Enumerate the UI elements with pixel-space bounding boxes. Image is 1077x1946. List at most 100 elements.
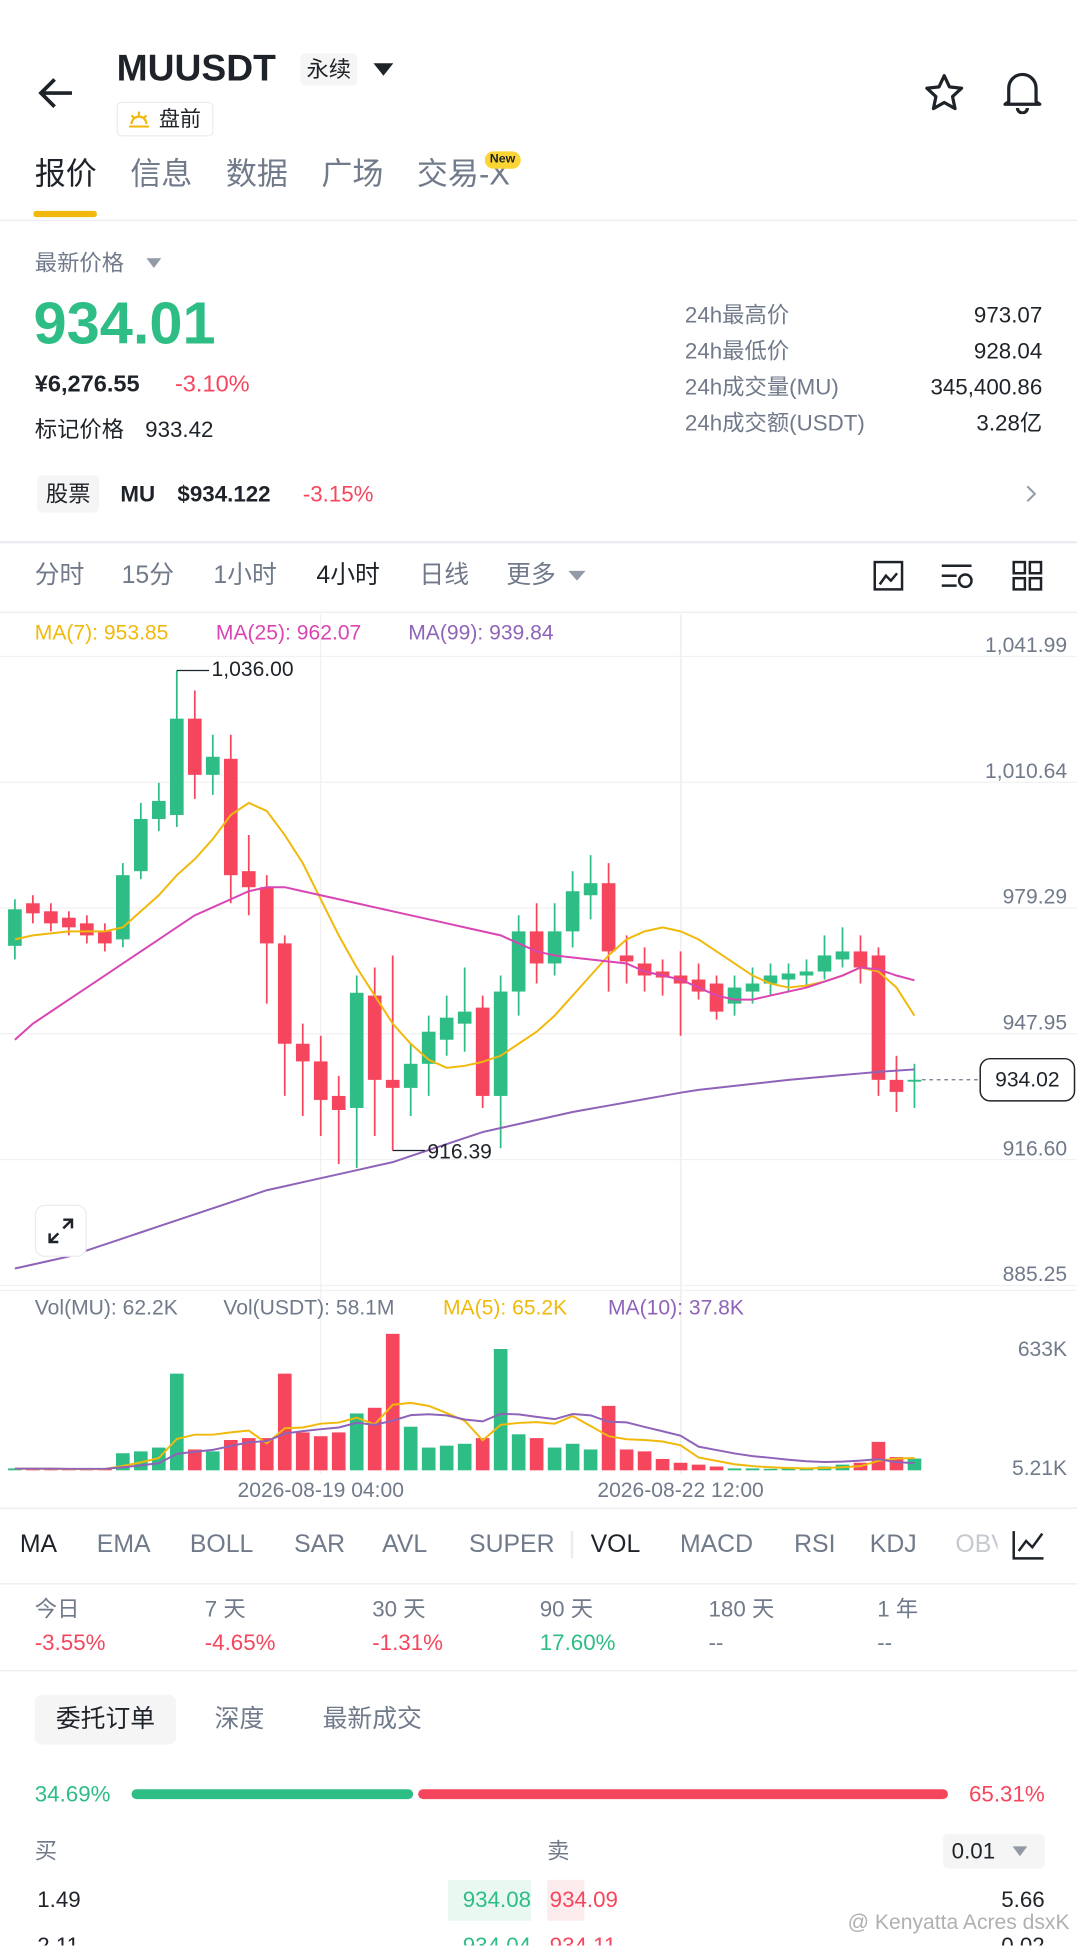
ma-line [14,1401,915,1470]
candle-body [709,983,724,1012]
period-label: 90 天 [539,1596,594,1622]
divider [0,540,1077,544]
candle-body [835,951,850,960]
interval[interactable]: 1小时 [213,562,277,590]
indicator-tab[interactable]: EMA [96,1531,151,1559]
tab[interactable]: 信息 [130,156,193,192]
divider [0,1583,1077,1585]
cny-price: ¥6,276.55 [34,371,140,398]
dropdown-arrow[interactable] [146,258,162,269]
x-tick-label: 2026-08-22 12:00 [597,1479,763,1502]
bid-price: 934.04 [462,1933,532,1946]
candle-body [907,1079,922,1082]
back-button[interactable] [37,74,77,111]
candle-body [511,931,526,992]
chart-type-icon[interactable] [872,560,904,592]
session-badge: 盘前 [116,101,214,137]
watermark: @ Kenyatta Acres dsxK [847,1910,1070,1934]
buy-ratio-bar [131,1789,414,1800]
candle-body [367,995,382,1080]
dropdown-arrow[interactable] [372,62,394,77]
price-label: 最新价格 [34,250,125,276]
indicator-tab[interactable]: KDJ [869,1531,917,1559]
indicator-tab[interactable]: RSI [794,1531,836,1559]
volume-bar [727,1468,742,1471]
interval[interactable]: 15分 [121,562,175,590]
volume-bar [259,1438,274,1471]
candle-body [8,909,22,946]
layout-icon[interactable] [1011,560,1043,592]
fullscreen-button[interactable] [34,1204,87,1257]
interval[interactable]: 分时 [34,562,85,590]
ma-legend: MA(99): 939.84 [408,621,554,645]
divider [0,1670,1077,1672]
volume-bar [295,1432,310,1471]
period-change: -4.65% [204,1630,276,1656]
indicator-tab[interactable]: AVL [382,1531,428,1559]
indicator-tab[interactable]: SUPER [469,1531,555,1559]
volume-bar [331,1432,346,1471]
chevron[interactable] [1025,485,1037,502]
candle-body [727,987,742,1004]
tab[interactable]: 报价 [34,156,97,192]
candle-body [619,955,634,962]
candle-body [403,1063,418,1088]
volume-bar [511,1434,526,1471]
tab[interactable]: 广场 [321,156,384,192]
indicator-tab[interactable]: BOLL [189,1531,254,1559]
indicator-tab[interactable]: MA [19,1531,58,1559]
alert-icon[interactable] [1001,69,1043,115]
interval-active[interactable]: 4小时 [316,562,380,590]
volume-bar [367,1407,382,1471]
indicator-tab[interactable]: MACD [679,1531,754,1559]
candle-body [223,758,238,876]
volume-bar [907,1458,922,1471]
indicator-tab[interactable]: SAR [294,1531,346,1559]
ask-size: 5.66 [1001,1887,1045,1913]
period-change: -3.55% [34,1630,106,1656]
candle-body [781,973,796,980]
price-change: -3.10% [174,371,250,398]
depth-bar [447,1879,532,1921]
stock-ticker[interactable]: MU [120,481,156,507]
volume-bar [241,1438,256,1471]
indicator-chart-icon[interactable] [1011,1529,1046,1561]
symbol: MUUSDT [116,48,276,90]
ma-line [14,1412,915,1470]
volume-bar [871,1441,886,1471]
candle-body [116,875,130,940]
last-price-label: 934.02 [995,1069,1059,1092]
candle-body [529,931,544,964]
volume-bar [205,1451,220,1471]
candle-body [439,1017,454,1040]
indicator-settings-icon[interactable] [939,560,976,592]
tab[interactable]: 数据 [225,156,288,192]
volume-bar [583,1449,598,1471]
candle-body [134,818,148,872]
ma-legend: MA(7): 953.85 [34,621,169,645]
order-tab[interactable]: 深度 [214,1706,265,1734]
x-tick-label: 2026-08-19 04:00 [238,1479,404,1502]
order-tab[interactable]: 委托订单 [55,1706,156,1734]
sell-ratio-bar [417,1789,948,1800]
interval[interactable]: 日线 [419,562,470,590]
candle-body [799,971,814,976]
volume-bar [763,1468,778,1471]
candle-body [44,911,58,924]
favorite-icon[interactable] [923,72,965,114]
high-label: 1,036.00 [212,658,294,681]
candle-body [745,983,760,992]
vol-legend: MA(5): 65.2K [442,1295,568,1320]
order-tab[interactable]: 最新成交 [322,1706,422,1734]
candle-body [259,887,274,944]
bid-price: 934.08 [462,1887,532,1913]
indicator-tab[interactable]: VOL [590,1531,641,1559]
interval[interactable]: 更多 [506,562,556,590]
volume-bar [709,1466,724,1471]
stat-label: 24h最低价 [684,338,790,364]
last-price: 934.01 [33,291,216,358]
precision-select[interactable]: 0.01 [942,1833,1045,1869]
volume-bar [673,1462,688,1471]
last-price-box [979,1057,1076,1102]
